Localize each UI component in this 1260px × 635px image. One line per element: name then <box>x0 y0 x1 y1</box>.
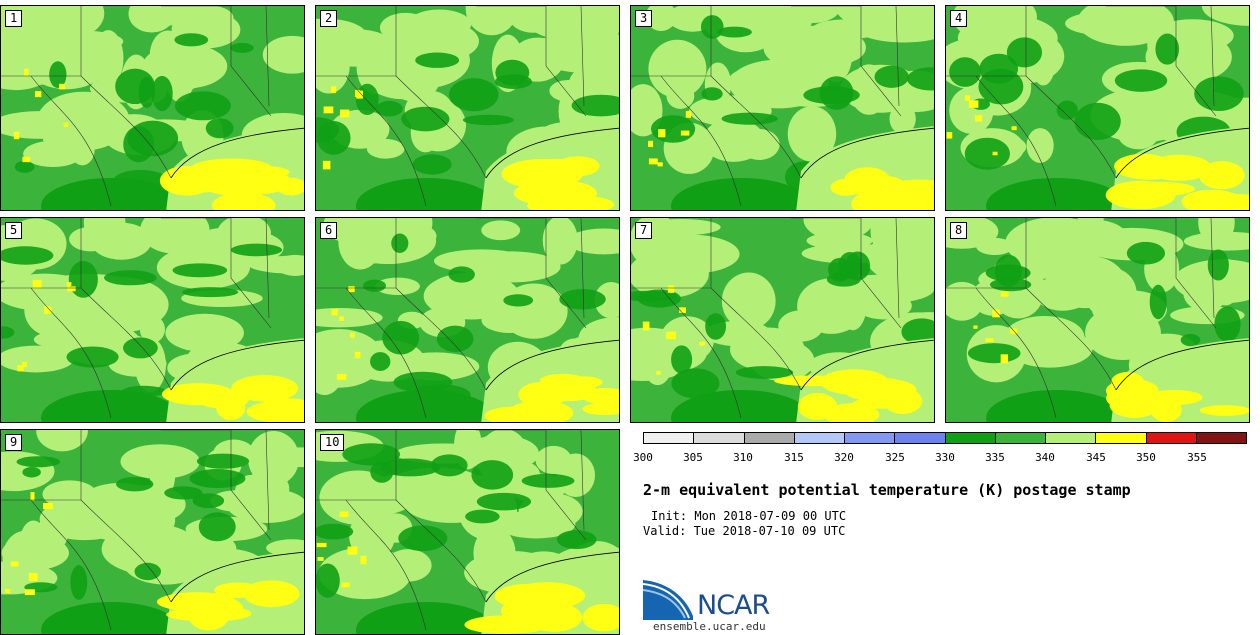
colorbar-tick: 345 <box>1086 451 1106 464</box>
colorbar-segment <box>1096 433 1147 443</box>
colorbar-segment <box>644 433 695 443</box>
panel-7: 7 <box>630 217 935 423</box>
panel-10: 10 <box>315 429 620 635</box>
ncar-logo-text: NCAR <box>697 590 770 621</box>
colorbar <box>643 432 1247 444</box>
temperature-map <box>1 218 304 422</box>
member-label: 8 <box>950 222 968 239</box>
colorbar-segment <box>694 433 745 443</box>
temperature-map <box>1 430 304 634</box>
colorbar-tick: 305 <box>683 451 703 464</box>
member-label: 2 <box>320 10 338 27</box>
colorbar-tick: 335 <box>985 451 1005 464</box>
member-label: 10 <box>320 434 345 451</box>
panel-8: 8 <box>945 217 1250 423</box>
temperature-map <box>946 218 1249 422</box>
colorbar-segment <box>895 433 946 443</box>
colorbar-segment <box>845 433 896 443</box>
panel-6: 6 <box>315 217 620 423</box>
panel-3: 3 <box>630 5 935 211</box>
temperature-map <box>631 218 934 422</box>
colorbar-tick: 330 <box>935 451 955 464</box>
member-label: 4 <box>950 10 968 27</box>
temperature-map <box>1 6 304 210</box>
colorbar-segment <box>794 433 845 443</box>
colorbar-segment <box>945 433 996 443</box>
colorbar-segment <box>995 433 1046 443</box>
temperature-map <box>946 6 1249 210</box>
colorbar-segment <box>1196 433 1246 443</box>
member-label: 3 <box>635 10 653 27</box>
member-label: 6 <box>320 222 338 239</box>
panel-5: 5 <box>0 217 305 423</box>
init-time: Init: Mon 2018-07-09 00 UTC <box>651 509 847 523</box>
member-label: 1 <box>5 10 23 27</box>
site-url: ensemble.ucar.edu <box>653 620 766 633</box>
figure-title: 2-m equivalent potential temperature (K)… <box>643 481 1131 499</box>
colorbar-segment <box>1146 433 1197 443</box>
colorbar-tick: 315 <box>784 451 804 464</box>
temperature-map <box>316 218 619 422</box>
colorbar-tick: 355 <box>1187 451 1207 464</box>
colorbar-tick: 310 <box>733 451 753 464</box>
panel-1: 1 <box>0 5 305 211</box>
colorbar-tick: 350 <box>1136 451 1156 464</box>
member-label: 7 <box>635 222 653 239</box>
panel-2: 2 <box>315 5 620 211</box>
colorbar-segment <box>1046 433 1097 443</box>
colorbar-tick: 300 <box>633 451 653 464</box>
panel-9: 9 <box>0 429 305 635</box>
colorbar-tick: 325 <box>885 451 905 464</box>
ncar-logo-icon <box>643 580 693 620</box>
panel-4: 4 <box>945 5 1250 211</box>
temperature-map <box>316 6 619 210</box>
temperature-map <box>631 6 934 210</box>
member-label: 9 <box>5 434 23 451</box>
colorbar-segment <box>744 433 795 443</box>
temperature-map <box>316 430 619 634</box>
colorbar-tick: 320 <box>834 451 854 464</box>
member-label: 5 <box>5 222 23 239</box>
colorbar-tick: 340 <box>1035 451 1055 464</box>
valid-time: Valid: Tue 2018-07-10 09 UTC <box>643 524 846 538</box>
